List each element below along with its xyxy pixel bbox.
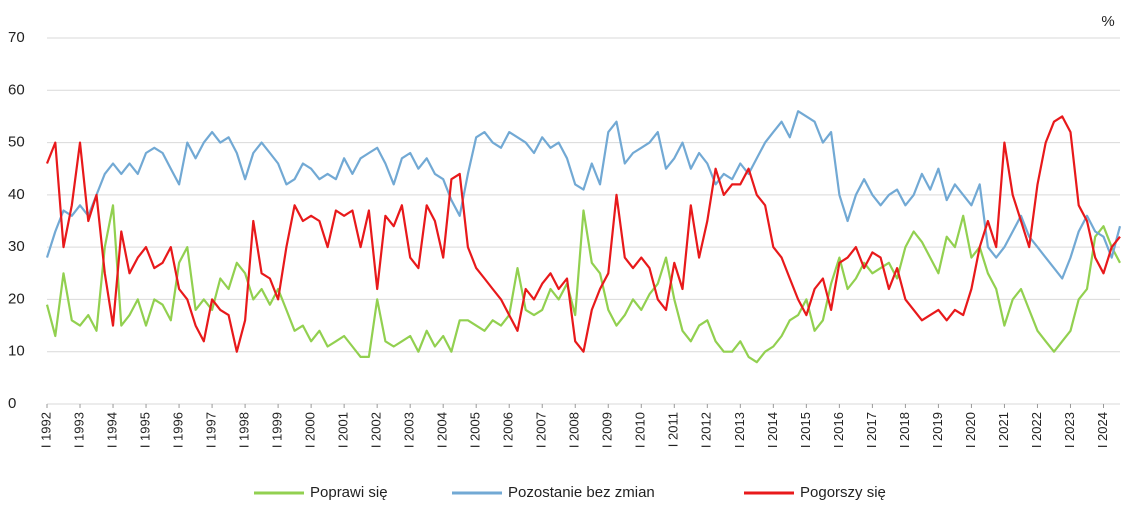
- x-tick-label: I 2020: [963, 412, 978, 448]
- x-tick-label: I 2017: [864, 412, 879, 448]
- x-tick-label: I 2015: [798, 412, 813, 448]
- x-tick-label: I 2010: [633, 412, 648, 448]
- legend-label: Poprawi się: [310, 484, 388, 501]
- y-tick-label: 20: [8, 290, 25, 307]
- series-line: [45, 115, 1121, 353]
- x-tick-label: I 2006: [501, 412, 516, 448]
- x-tick-label: I 2001: [336, 412, 351, 448]
- x-tick-label: I 2018: [897, 412, 912, 448]
- x-tick-label: I 2011: [666, 412, 681, 447]
- unit-label: %: [1101, 13, 1114, 30]
- legend-label: Pozostanie bez zmian: [508, 484, 655, 501]
- x-tick-label: I 2004: [435, 412, 450, 448]
- x-tick-label: I 2022: [1029, 412, 1044, 448]
- x-tick-label: I 1996: [170, 412, 185, 448]
- x-tick-label: I 2014: [765, 412, 780, 448]
- y-tick-label: 50: [8, 134, 25, 151]
- x-tick-label: I 1997: [204, 412, 219, 448]
- x-tick-label: I 2013: [732, 412, 747, 448]
- x-tick-label: I 2021: [996, 412, 1011, 448]
- x-tick-label: I 2003: [402, 412, 417, 448]
- x-tick-label: I 2016: [831, 412, 846, 448]
- y-tick-label: 30: [8, 238, 25, 255]
- x-tick-label: I 1998: [237, 412, 252, 448]
- y-tick-label: 60: [8, 81, 25, 98]
- x-tick-label: I 2005: [468, 412, 483, 448]
- x-tick-label: I 2012: [699, 412, 714, 448]
- x-tick-label: I 2008: [567, 412, 582, 448]
- x-tick-label: I 2009: [600, 412, 615, 448]
- x-tick-label: I 1993: [71, 412, 86, 448]
- x-tick-label: I 2007: [534, 412, 549, 448]
- x-tick-label: I 1994: [104, 412, 119, 448]
- y-tick-label: 0: [8, 395, 16, 412]
- x-tick-label: I 2000: [303, 412, 318, 448]
- legend-label: Pogorszy się: [800, 484, 886, 501]
- series-line: [45, 204, 1121, 364]
- x-tick-label: I 1999: [270, 412, 285, 448]
- y-tick-label: 40: [8, 186, 25, 203]
- x-tick-label: I 2024: [1095, 412, 1110, 448]
- x-tick-label: I 2002: [369, 412, 384, 448]
- x-tick-label: I 2019: [930, 412, 945, 448]
- y-tick-label: 10: [8, 343, 25, 360]
- x-tick-label: I 1992: [38, 412, 53, 448]
- x-tick-label: I 2023: [1062, 412, 1077, 448]
- series-line: [45, 110, 1122, 280]
- x-tick-label: I 1995: [137, 412, 152, 448]
- y-tick-label: 70: [8, 29, 25, 46]
